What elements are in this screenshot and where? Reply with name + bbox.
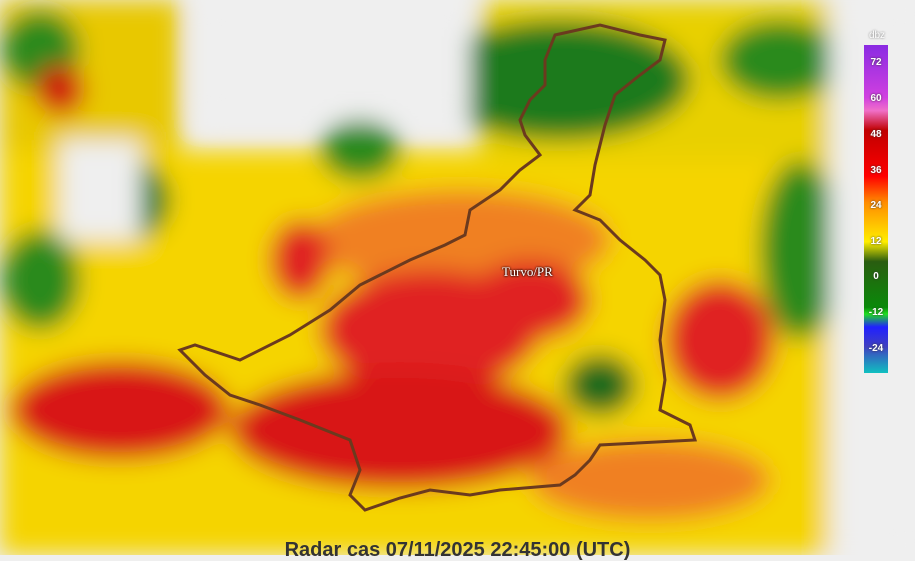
legend-tick: 60 [870, 93, 882, 104]
legend-color-bar: 72 60 48 36 24 12 0 -12 -24 [864, 45, 888, 373]
municipality-boundary [177, 23, 698, 512]
place-label: Turvo/PR [502, 264, 553, 279]
legend-tick: 24 [870, 200, 882, 211]
legend-tick: -12 [868, 307, 884, 318]
legend-unit: dbz [868, 30, 886, 41]
reflectivity-legend: dbz 72 60 48 36 24 12 0 -12 -24 [862, 30, 892, 373]
timestamp-footer: Radar cas 07/11/2025 22:45:00 (UTC) [0, 529, 915, 561]
legend-tick: -24 [868, 343, 884, 354]
legend-tick: 36 [870, 165, 882, 176]
legend-tick: 72 [870, 57, 882, 68]
legend-tick: 48 [870, 129, 882, 140]
legend-tick: 12 [870, 236, 882, 247]
legend-tick: 0 [873, 271, 879, 282]
radar-timestamp: Radar cas 07/11/2025 22:45:00 (UTC) [284, 539, 631, 561]
